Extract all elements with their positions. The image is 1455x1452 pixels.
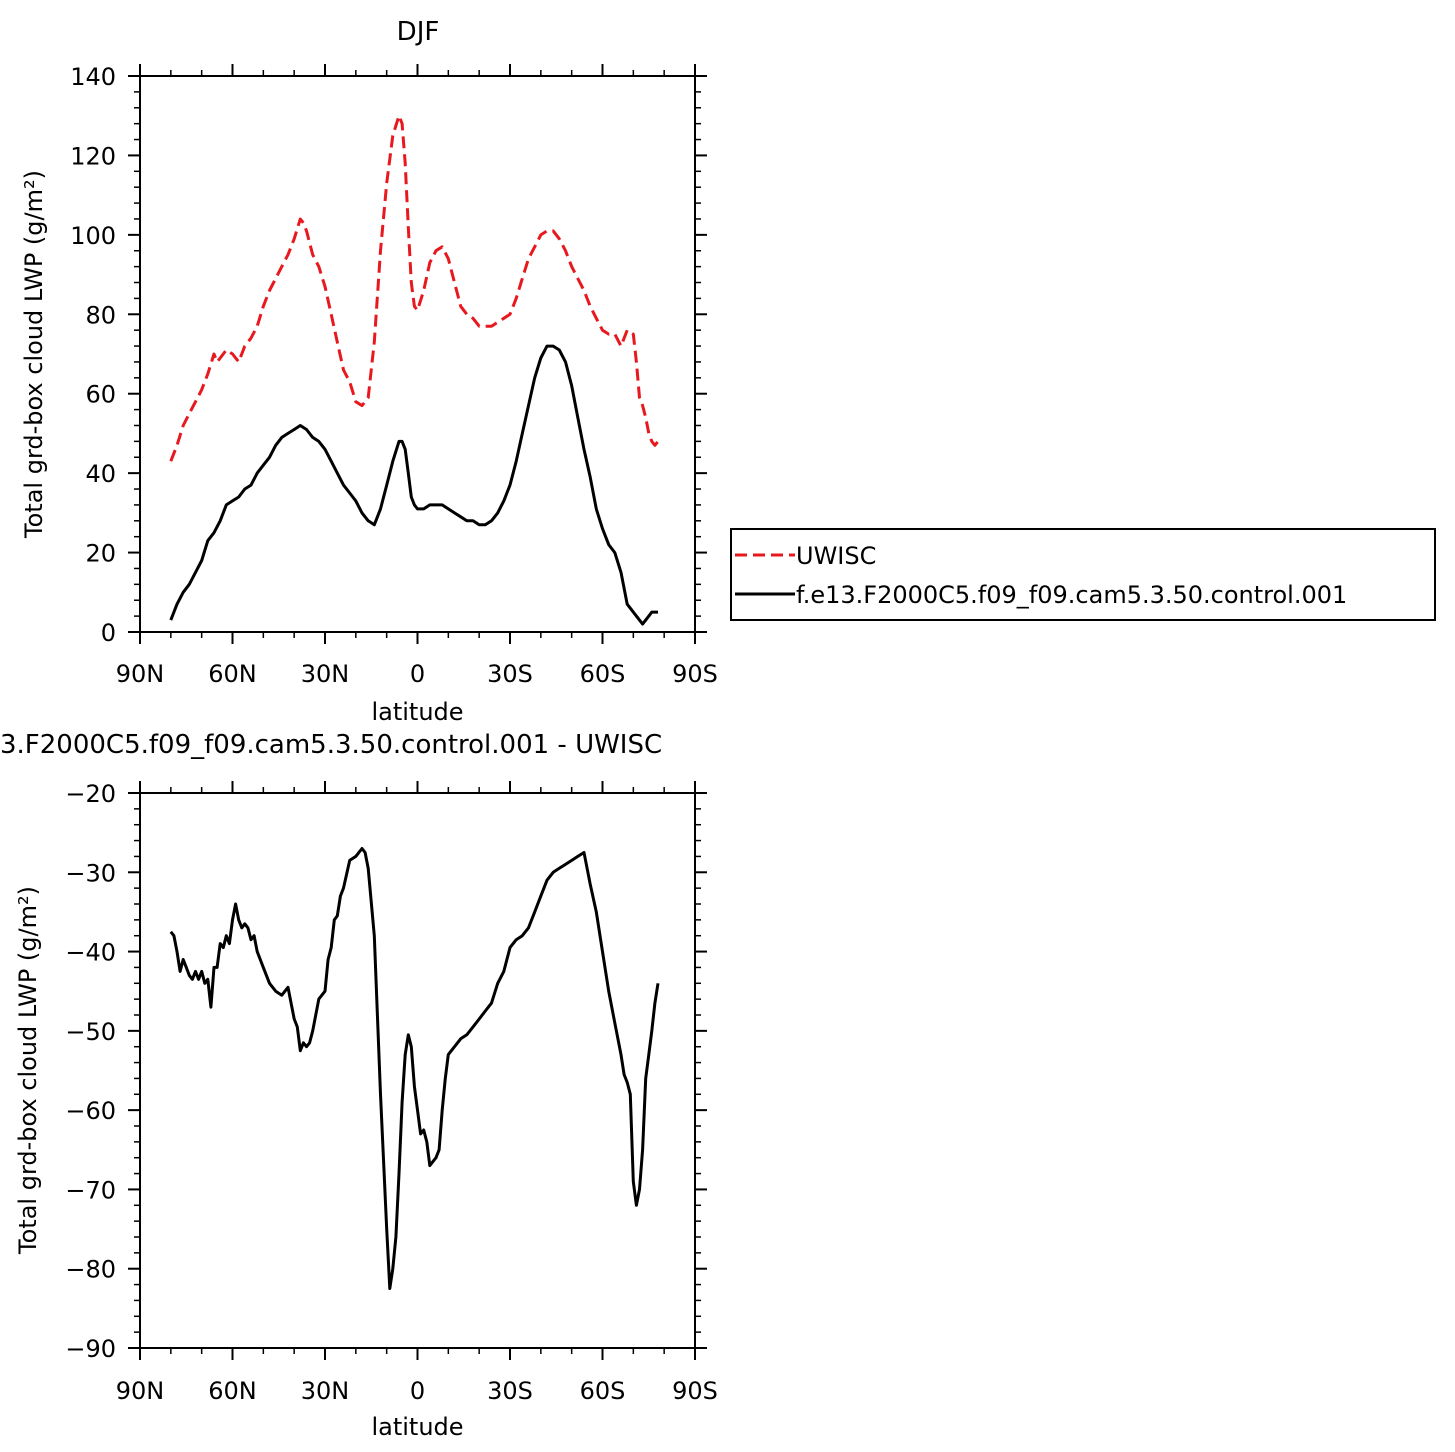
- y-tick-label: −80: [65, 1256, 116, 1284]
- y-tick-label: −40: [65, 939, 116, 967]
- x-tick-label: 60N: [208, 660, 257, 688]
- legend: UWISC f.e13.F2000C5.f09_f09.cam5.3.50.con…: [730, 528, 1436, 621]
- x-tick-label: 90N: [116, 1377, 165, 1405]
- y-tick-label: 60: [85, 381, 116, 409]
- x-axis-label: latitude: [371, 1413, 463, 1441]
- y-tick-label: 80: [85, 301, 116, 329]
- series-line-uwisc: [169, 114, 660, 462]
- series-group: [169, 114, 660, 626]
- y-tick-label: 140: [70, 63, 116, 91]
- x-tick-label: 90N: [116, 660, 165, 688]
- legend-box: [730, 528, 1436, 621]
- y-tick-label: 40: [85, 460, 116, 488]
- x-tick-label: 30N: [301, 1377, 350, 1405]
- y-tick-label: −50: [65, 1018, 116, 1046]
- x-tick-label: 90S: [672, 1377, 718, 1405]
- series-line-f-e13-f2000c5-f09-f09-cam5-3-50-control-001: [169, 344, 658, 626]
- y-tick-label: 0: [101, 619, 116, 647]
- difference-line: [169, 847, 660, 1290]
- bottom-panel: 3.F2000C5.f09_f09.cam5.3.50.control.001 …: [0, 730, 718, 1441]
- x-tick-label: 30S: [487, 1377, 533, 1405]
- y-tick-label: −20: [65, 780, 116, 808]
- x-axis-label: latitude: [371, 698, 463, 726]
- x-tick-label: 60S: [580, 660, 626, 688]
- legend-label: UWISC: [796, 542, 876, 570]
- y-tick-label: −70: [65, 1176, 116, 1204]
- x-tick-label: 60S: [580, 1377, 626, 1405]
- chart-title: 3.F2000C5.f09_f09.cam5.3.50.control.001 …: [0, 730, 662, 760]
- y-tick-label: 120: [70, 142, 116, 170]
- y-axis-label: Total grd-box cloud LWP (g/m²): [14, 886, 42, 1255]
- legend-label: f.e13.F2000C5.f09_f09.cam5.3.50.control.…: [796, 581, 1347, 609]
- y-tick-label: 20: [85, 540, 116, 568]
- top-panel: DJF 90N 60N 30N 0 30S 60S 90S 0 20 40 60 80 100 120 140…: [20, 17, 1436, 726]
- y-tick-label: −60: [65, 1097, 116, 1125]
- series-group: [169, 847, 660, 1290]
- x-tick-label: 60N: [208, 1377, 257, 1405]
- x-tick-label: 0: [410, 660, 425, 688]
- x-tick-label: 30N: [301, 660, 350, 688]
- y-tick-label: −90: [65, 1335, 116, 1363]
- plot-frame: [139, 792, 696, 1349]
- x-tick-label: 0: [410, 1377, 425, 1405]
- y-tick-label: −30: [65, 859, 116, 887]
- y-axis-label: Total grd-box cloud LWP (g/m²): [20, 170, 48, 539]
- x-tick-label: 90S: [672, 660, 718, 688]
- x-tick-label: 30S: [487, 660, 533, 688]
- chart-title: DJF: [397, 17, 440, 47]
- y-tick-label: 100: [70, 222, 116, 250]
